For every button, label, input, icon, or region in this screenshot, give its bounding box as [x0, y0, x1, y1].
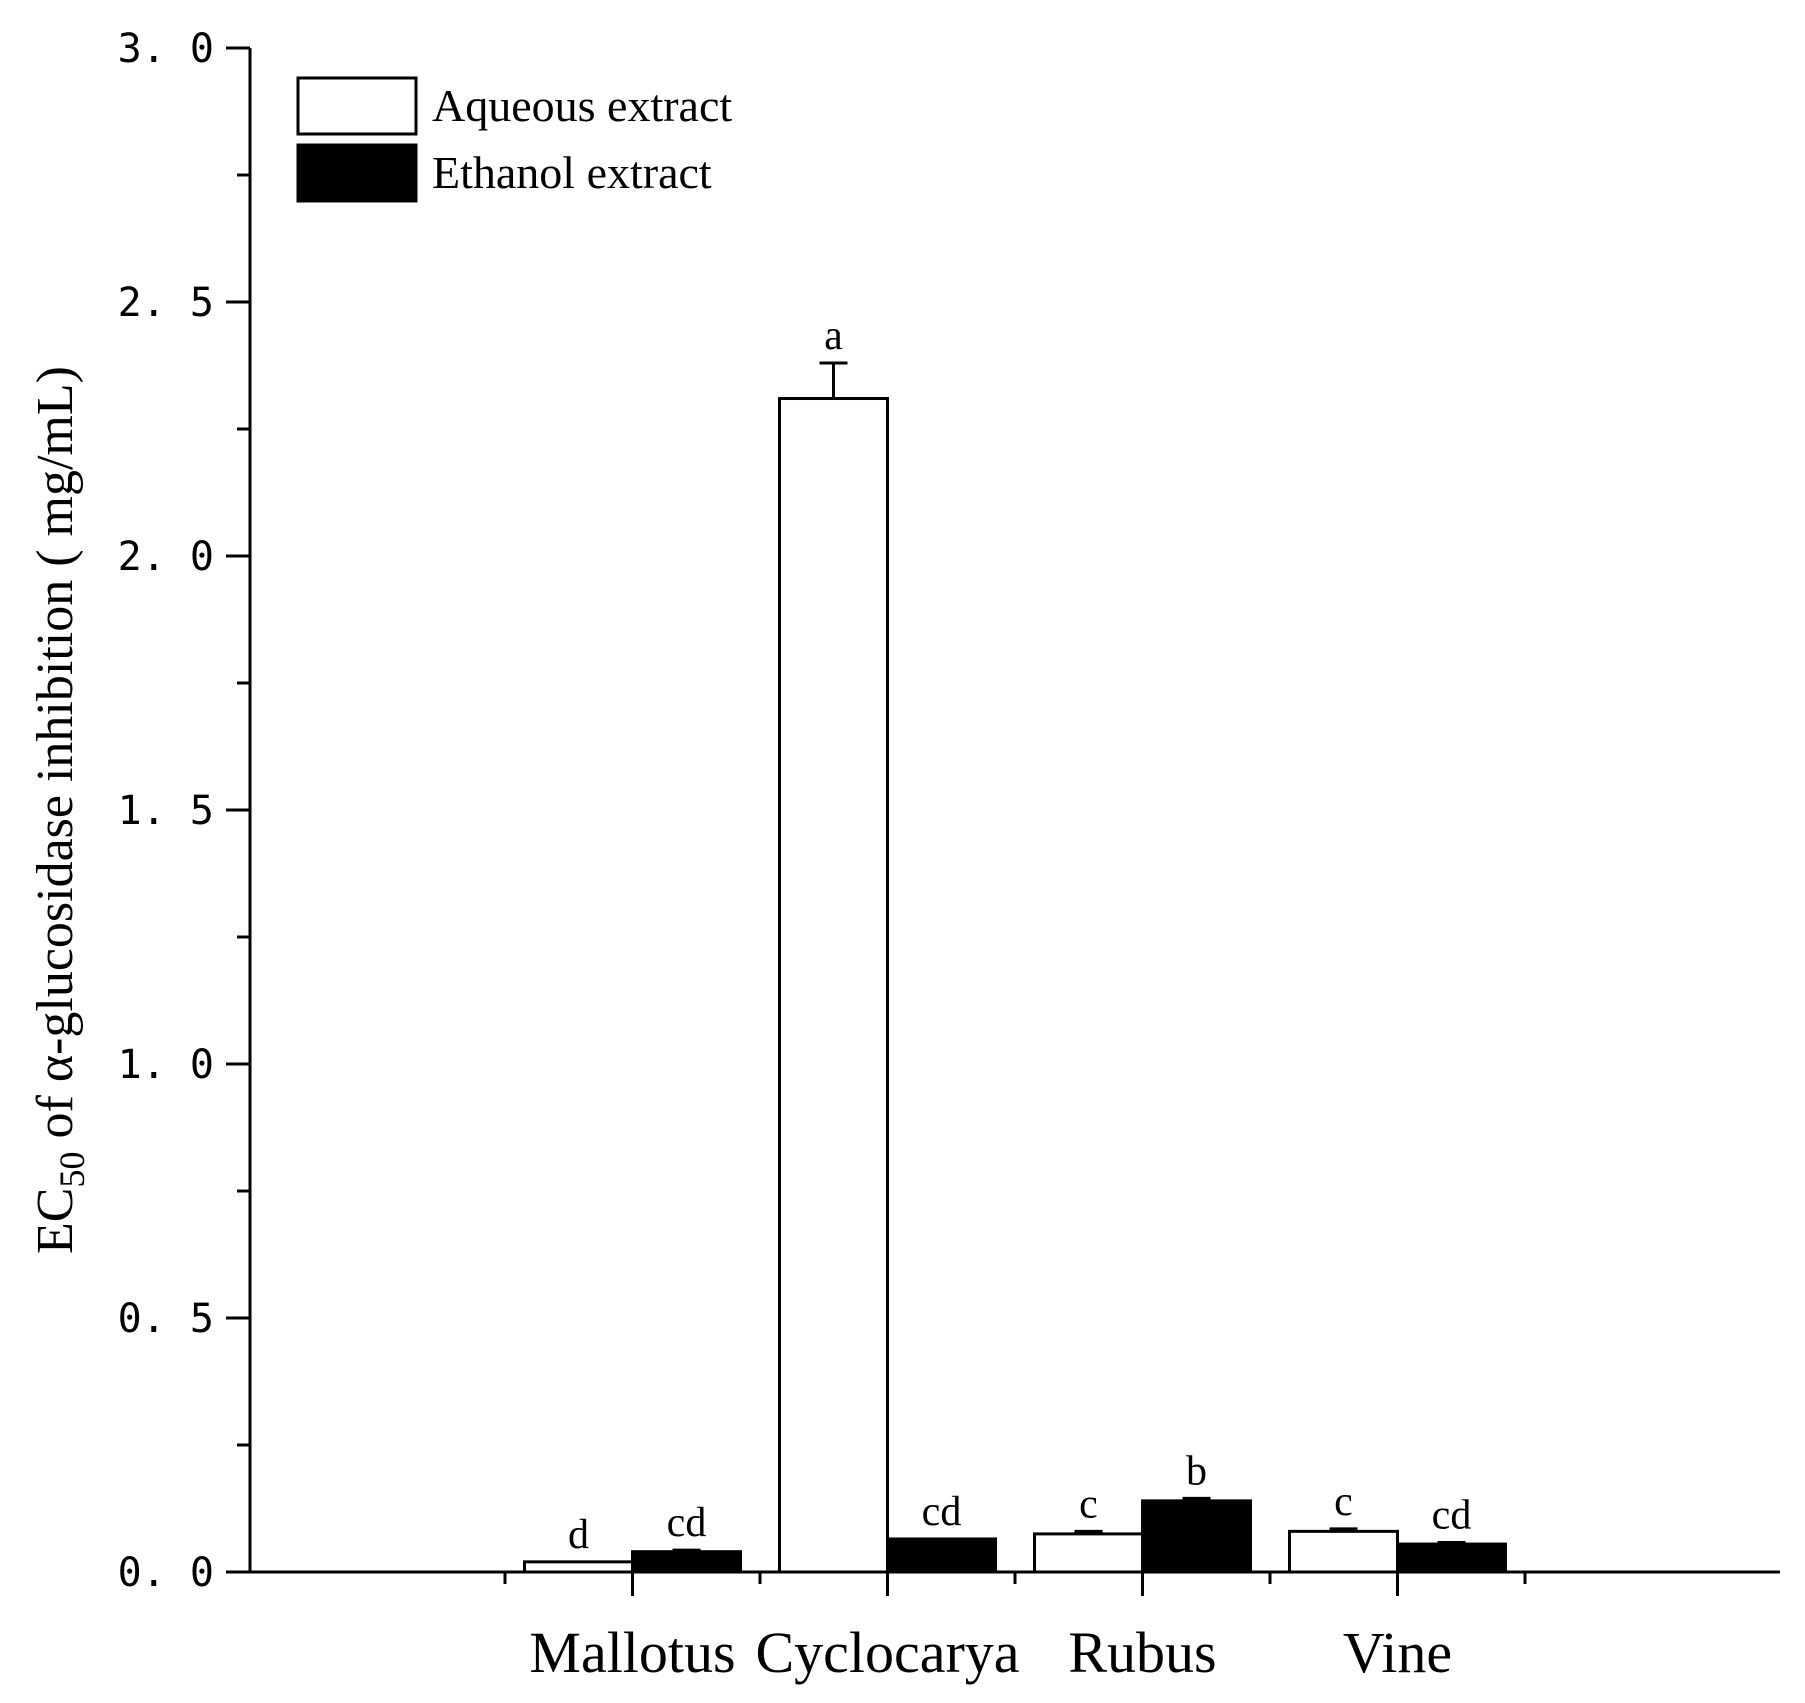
significance-letter: cd	[667, 1500, 707, 1546]
bar	[1033, 1532, 1144, 1574]
y-tick-label: 3. 0	[118, 26, 214, 72]
bar	[523, 1560, 634, 1574]
x-tick-label: Rubus	[1068, 1620, 1216, 1685]
bar	[1288, 1529, 1399, 1574]
axes: 0. 0 0. 5 1. 0 1. 5 2. 0 2. 5 3. 0	[118, 26, 1780, 1596]
y-tick-label: 1. 0	[118, 1042, 214, 1088]
y-tick-label: 2. 5	[118, 280, 214, 326]
y-tick-label: 0. 5	[118, 1296, 214, 1342]
bar	[1396, 1542, 1507, 1574]
legend: Aqueous extract Ethanol extract	[296, 76, 732, 203]
x-tick-label: Vine	[1343, 1620, 1452, 1685]
significance-letter: c	[1079, 1481, 1098, 1527]
y-axis-title-subscript: 50	[52, 1152, 92, 1188]
significance-letter: b	[1186, 1448, 1207, 1494]
significance-letter: cd	[922, 1489, 962, 1535]
labels-group: Mallotus d cd Cyclocarya a cd Rubus c b Vine c cd	[529, 313, 1471, 1685]
bar	[886, 1537, 997, 1574]
y-tick-label: 2. 0	[118, 534, 214, 580]
significance-letter: cd	[1432, 1493, 1472, 1539]
bar	[631, 1550, 742, 1574]
legend-label: Ethanol extract	[432, 147, 712, 198]
significance-letter: d	[568, 1512, 589, 1558]
y-tick-label: 1. 5	[118, 788, 214, 834]
legend-swatch	[296, 76, 418, 136]
significance-letter: a	[824, 313, 843, 359]
y-axis-title-rest: of α-glucosidase inhibition ( mg/mL)	[27, 366, 84, 1151]
bar	[1141, 1499, 1252, 1574]
significance-letter: c	[1334, 1479, 1353, 1525]
y-axis-title: EC50 of α-glucosidase inhibition ( mg/mL…	[27, 366, 92, 1254]
y-tick-label: 0. 0	[118, 1550, 214, 1596]
bars-group	[523, 361, 1507, 1574]
legend-label: Aqueous extract	[432, 80, 732, 131]
x-tick-label: Mallotus	[529, 1620, 735, 1685]
bar	[778, 397, 889, 1574]
x-tick-label: Cyclocarya	[755, 1620, 1019, 1685]
legend-swatch	[296, 143, 418, 203]
y-axis-title-prefix: EC	[27, 1188, 84, 1254]
